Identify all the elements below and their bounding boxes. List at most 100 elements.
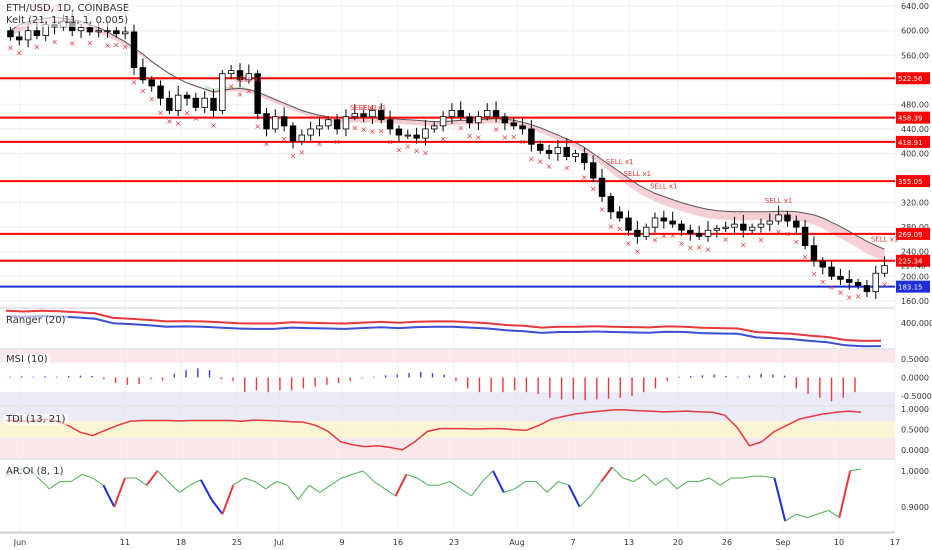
price-tick-label: 160.00 xyxy=(901,297,929,306)
level-price-label: 355.05 xyxy=(898,178,923,186)
sell-signal-label: SELL x1 xyxy=(235,76,263,84)
candle-body xyxy=(395,128,403,136)
level-price-tag xyxy=(896,175,930,188)
candle-body xyxy=(413,134,420,139)
sell-marker: × xyxy=(502,133,509,142)
kelt-upper-line xyxy=(10,16,885,250)
candle-body xyxy=(801,226,809,246)
candle-body xyxy=(881,265,888,274)
ar-line-segment xyxy=(297,484,310,500)
ar-line-segment xyxy=(720,477,732,486)
sell-signal-label: SELL x1 xyxy=(350,104,378,112)
sell-marker: × xyxy=(696,243,703,252)
candle-body xyxy=(466,116,473,124)
candle-body xyxy=(713,228,721,231)
ar-line-segment xyxy=(102,484,116,508)
last-close-label: 217.40 xyxy=(901,263,926,271)
ar-line-segment xyxy=(221,484,235,515)
candle-body xyxy=(528,128,535,145)
sell-marker: × xyxy=(828,283,835,292)
sell-marker: × xyxy=(87,39,94,48)
ar-line-segment xyxy=(622,477,634,483)
ar-line-segment xyxy=(817,509,829,515)
candle-body xyxy=(492,110,500,118)
ar-line-segment xyxy=(352,470,364,475)
candle-body xyxy=(687,229,694,234)
sell-marker: × xyxy=(510,133,517,142)
sell-marker: × xyxy=(784,230,791,239)
sell-marker: × xyxy=(34,42,41,51)
candle-body xyxy=(201,97,208,108)
sell-marker: × xyxy=(608,222,615,231)
level-price-tag xyxy=(896,254,930,267)
candle-body xyxy=(351,113,359,118)
ar-line-segment xyxy=(254,481,267,490)
ar-line-segment xyxy=(611,466,624,479)
candle-body xyxy=(634,229,641,237)
candle-body xyxy=(166,97,173,111)
ar-line-segment xyxy=(199,479,213,501)
ar-line-segment xyxy=(784,513,797,522)
level-price-label: 458.39 xyxy=(898,115,923,123)
candle-body xyxy=(325,119,332,127)
level-price-label: 225.34 xyxy=(898,258,923,266)
price-tick-label: 320.00 xyxy=(901,199,929,208)
candle-body xyxy=(227,70,235,75)
candle-body xyxy=(236,70,244,81)
candle-body xyxy=(298,134,306,142)
ar-line-segment xyxy=(319,484,331,493)
sell-marker: × xyxy=(298,148,305,157)
time-tick-label: 10 xyxy=(834,538,844,547)
candle-body xyxy=(607,196,615,213)
ar-line-segment xyxy=(557,481,569,486)
ar-line-segment xyxy=(286,484,299,500)
sell-marker: × xyxy=(413,147,420,156)
ar-line-segment xyxy=(70,473,83,483)
candle-body xyxy=(378,110,385,121)
ar-line-segment xyxy=(492,470,505,493)
candle-body xyxy=(439,116,447,127)
candle-body xyxy=(245,73,253,81)
ar-line-segment xyxy=(384,488,396,497)
main-pane-title: ETH/USD, 1D, COINBASE Kelt (21, 1, 11, 1… xyxy=(4,3,132,27)
candle-body xyxy=(616,211,623,219)
candle-body xyxy=(554,146,562,154)
ar-line-segment xyxy=(233,477,245,486)
candle-body xyxy=(104,30,111,33)
candle-body xyxy=(598,177,606,197)
sell-marker: × xyxy=(775,228,782,237)
candle-body xyxy=(192,97,200,108)
sell-marker: × xyxy=(175,119,182,128)
time-tick-label: 9 xyxy=(339,538,344,547)
ar-line-segment xyxy=(503,488,515,493)
sell-marker: × xyxy=(466,131,473,140)
sell-marker: × xyxy=(705,245,712,254)
candle-body xyxy=(7,30,14,38)
time-tick-label: 23 xyxy=(449,538,459,547)
sell-marker: × xyxy=(590,185,597,194)
ar-line-segment xyxy=(189,479,202,486)
sell-marker: × xyxy=(687,244,694,253)
candle-body xyxy=(263,113,270,130)
candle-body xyxy=(678,223,685,231)
sell-marker: × xyxy=(819,277,826,286)
time-tick-label: Jul xyxy=(273,538,284,547)
ar-line-segment xyxy=(838,470,852,518)
sell-marker: × xyxy=(678,239,685,248)
ar-line-segment xyxy=(49,481,61,490)
level-price-tag xyxy=(896,135,930,148)
ar-line-segment xyxy=(850,468,862,472)
msi-oversold-zone xyxy=(0,392,895,405)
candle-body xyxy=(740,223,747,231)
sell-marker: × xyxy=(316,139,323,148)
ar-line-segment xyxy=(38,477,50,490)
price-tick-label: 640.00 xyxy=(901,2,929,11)
ar-line-segment xyxy=(135,477,147,486)
sell-marker: × xyxy=(440,134,447,143)
price-tick-label: 240.00 xyxy=(901,248,929,257)
time-tick-label: 18 xyxy=(176,538,186,547)
candle-body xyxy=(307,128,314,136)
sell-marker: × xyxy=(457,123,464,132)
sell-signal-label: SELL x1 xyxy=(765,197,793,205)
